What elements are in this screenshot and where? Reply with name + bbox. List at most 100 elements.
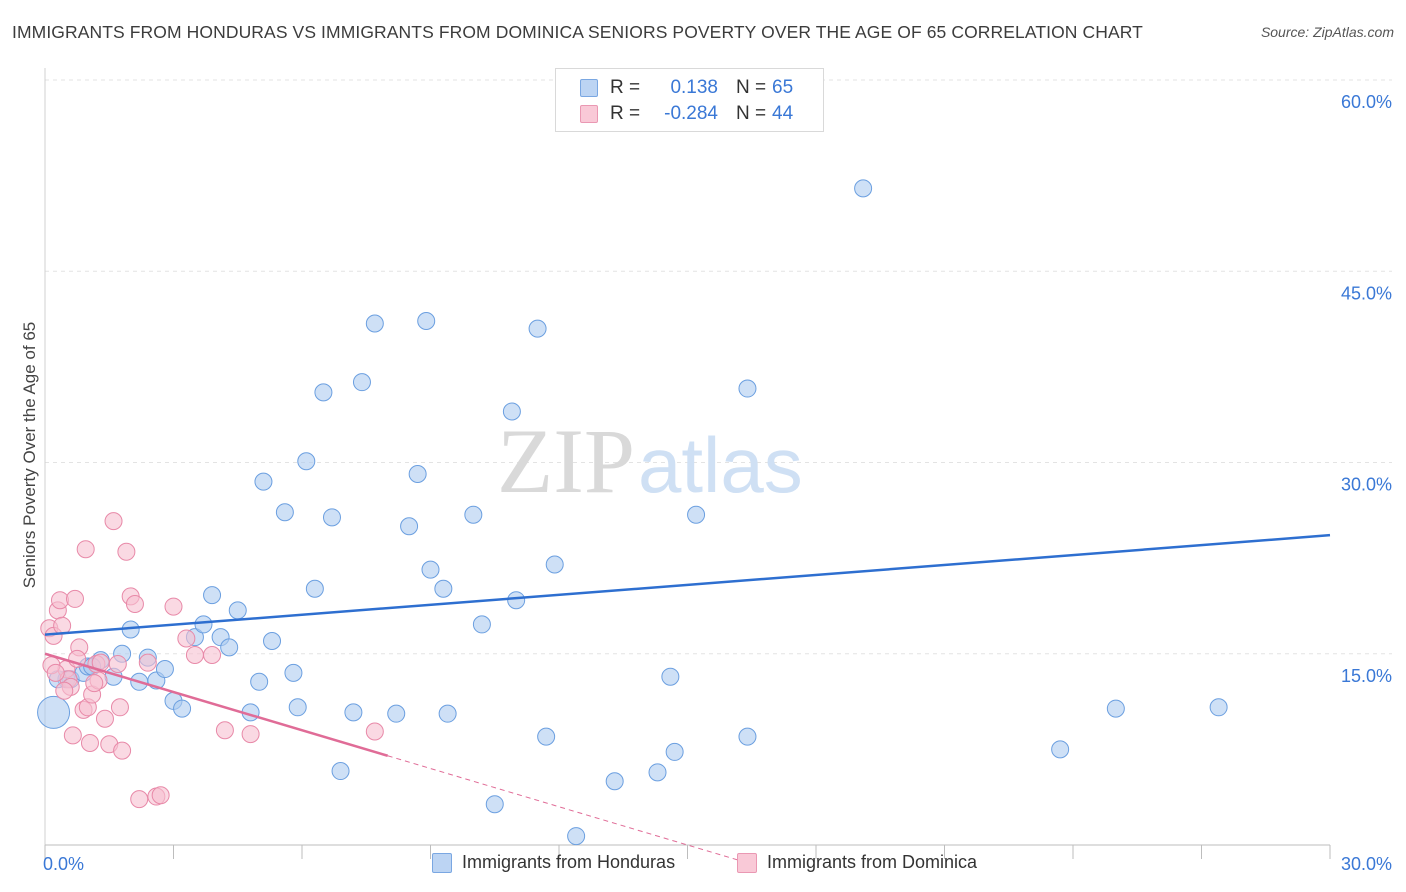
point-dominica <box>85 674 104 693</box>
y-tick-label: 15.0% <box>1341 666 1392 686</box>
point-honduras <box>400 517 419 536</box>
point-honduras <box>502 402 521 421</box>
point-honduras <box>1106 699 1125 718</box>
correlation-legend: R = 0.138 N = 65 R = -0.284 N = 44 <box>555 68 824 132</box>
point-honduras <box>485 795 504 814</box>
point-dominica <box>125 595 144 614</box>
grid-lines <box>45 79 1392 655</box>
point-honduras <box>220 638 239 657</box>
point-dominica <box>110 698 129 717</box>
legend-r-value: -0.284 <box>664 103 718 124</box>
trendline-honduras <box>44 533 1331 636</box>
point-honduras <box>228 601 247 620</box>
point-honduras <box>314 383 333 402</box>
legend-r-value: 0.138 <box>670 77 718 98</box>
legend-r-label: R = <box>610 77 641 98</box>
point-honduras <box>387 704 406 723</box>
point-honduras <box>365 314 384 333</box>
legend-swatch-honduras <box>580 79 598 97</box>
series-swatch-honduras <box>432 852 452 873</box>
legend-swatch-dominica <box>580 105 598 123</box>
point-honduras <box>408 464 427 483</box>
point-dominica <box>104 512 123 531</box>
point-dominica <box>365 722 384 741</box>
point-honduras <box>344 703 363 722</box>
series-swatch-dominica <box>737 852 757 873</box>
legend-row-honduras: R = 0.138 N = 65 <box>556 75 793 101</box>
series-label-dominica: Immigrants from Dominica <box>767 852 978 872</box>
point-honduras <box>648 763 667 782</box>
data-points <box>37 179 1228 846</box>
point-honduras <box>331 762 350 781</box>
point-honduras <box>1051 740 1070 759</box>
x-tick-label: 0.0% <box>43 854 84 874</box>
point-honduras <box>438 704 457 723</box>
point-dominica <box>108 654 127 673</box>
point-honduras <box>567 827 586 846</box>
point-honduras <box>1209 698 1228 717</box>
series-legend: Immigrants from Honduras Immigrants from… <box>0 852 1406 876</box>
tick-labels: 15.0% 30.0% 45.0% 60.0% 0.0% 30.0% <box>43 92 1392 874</box>
point-dominica <box>130 790 149 809</box>
point-dominica <box>117 542 136 561</box>
point-honduras <box>250 672 269 691</box>
point-honduras <box>434 579 453 598</box>
point-honduras <box>537 727 556 746</box>
point-dominica <box>241 725 260 744</box>
trend-lines <box>44 533 1331 865</box>
series-label-honduras: Immigrants from Honduras <box>462 852 676 872</box>
point-honduras <box>275 503 294 522</box>
point-honduras <box>665 742 684 761</box>
watermark: ZIP atlas <box>497 410 803 512</box>
legend-n-value: 44 <box>772 103 794 124</box>
legend-n-label: N = <box>736 77 767 98</box>
point-honduras <box>263 632 282 650</box>
point-dominica <box>65 589 84 608</box>
point-dominica <box>138 653 157 672</box>
series-legend-honduras: Immigrants from Honduras <box>432 852 675 873</box>
trendline-dominica-extension <box>387 755 752 865</box>
point-honduras <box>464 505 483 524</box>
point-dominica <box>50 591 69 610</box>
y-tick-label: 60.0% <box>1341 92 1392 112</box>
x-tick-label: 30.0% <box>1341 854 1392 874</box>
point-honduras <box>254 472 273 491</box>
point-honduras <box>284 663 303 682</box>
point-dominica <box>113 741 132 760</box>
y-tick-label: 45.0% <box>1341 283 1392 303</box>
watermark-atlas: atlas <box>638 421 803 509</box>
legend-row-dominica: R = -0.284 N = 44 <box>556 101 793 127</box>
legend-n-value: 65 <box>772 77 794 98</box>
point-honduras <box>194 615 213 634</box>
series-legend-dominica: Immigrants from Dominica <box>737 852 977 873</box>
point-dominica <box>177 629 196 648</box>
point-honduras <box>352 373 371 392</box>
point-dominica <box>46 663 65 682</box>
point-dominica <box>80 734 99 752</box>
point-dominica <box>151 786 170 805</box>
point-dominica <box>76 540 95 559</box>
point-honduras <box>173 699 192 718</box>
y-tick-label: 30.0% <box>1341 475 1392 495</box>
point-honduras <box>738 727 757 746</box>
point-honduras <box>854 179 873 198</box>
point-dominica <box>215 721 234 740</box>
legend-r-label: R = <box>610 103 641 124</box>
point-dominica <box>55 681 74 700</box>
point-honduras <box>288 698 307 717</box>
point-dominica <box>164 597 183 616</box>
point-dominica <box>185 646 204 665</box>
trendline-dominica <box>44 652 389 757</box>
point-honduras <box>305 579 324 598</box>
point-honduras <box>687 505 706 524</box>
chart-source: Source: ZipAtlas.com <box>1260 24 1394 40</box>
point-honduras <box>605 772 624 791</box>
point-honduras <box>417 311 436 330</box>
point-honduras <box>545 555 564 574</box>
legend-n-label: N = <box>736 103 767 124</box>
point-honduras <box>738 379 757 398</box>
chart-title: IMMIGRANTS FROM HONDURAS VS IMMIGRANTS F… <box>12 22 1143 42</box>
point-dominica <box>63 726 82 745</box>
point-honduras <box>297 452 316 471</box>
